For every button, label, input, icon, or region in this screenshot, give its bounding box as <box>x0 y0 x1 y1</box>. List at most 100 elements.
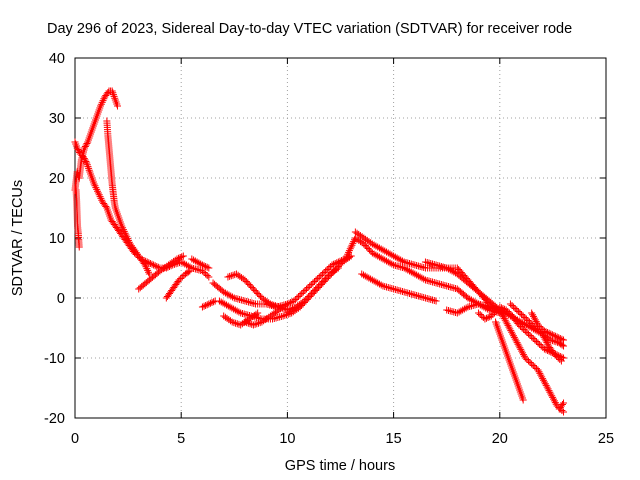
series-arc-q <box>443 300 504 317</box>
data-point <box>526 332 534 339</box>
data-point <box>504 321 512 329</box>
data-point <box>519 396 527 404</box>
data-point <box>418 274 426 282</box>
data-point <box>84 163 92 171</box>
data-point <box>244 319 252 327</box>
data-point <box>186 267 194 275</box>
data-point <box>360 271 368 279</box>
data-point <box>314 275 322 282</box>
data-point <box>553 353 561 360</box>
data-point <box>502 306 510 314</box>
data-point <box>141 261 149 269</box>
series-arc-w <box>555 399 568 413</box>
data-point <box>526 318 534 326</box>
data-point <box>536 341 544 348</box>
data-point <box>478 302 486 310</box>
data-point <box>476 301 484 309</box>
data-point <box>383 257 391 265</box>
series-arc-h <box>198 297 219 311</box>
data-point <box>534 326 542 333</box>
data-point <box>322 267 330 275</box>
data-point <box>482 304 490 312</box>
data-point <box>501 316 509 324</box>
series-arc-x <box>475 306 502 323</box>
data-point <box>505 323 513 331</box>
data-point <box>551 351 559 359</box>
data-point <box>555 334 563 342</box>
data-point <box>81 156 89 164</box>
data-point <box>205 300 213 308</box>
data-point <box>483 314 491 322</box>
data-point <box>317 272 325 279</box>
data-point <box>281 311 289 319</box>
data-point <box>490 309 498 317</box>
data-point <box>252 310 260 318</box>
data-point <box>556 356 564 363</box>
data-point <box>343 252 351 260</box>
data-point <box>235 320 243 328</box>
data-point <box>173 255 181 263</box>
series-arc-i <box>209 252 355 311</box>
data-point <box>502 318 510 326</box>
data-point <box>198 261 206 269</box>
data-point <box>270 301 278 309</box>
data-point <box>265 299 273 307</box>
data-point <box>144 268 152 276</box>
data-point <box>153 263 161 270</box>
data-point <box>124 235 132 243</box>
data-point <box>200 269 208 276</box>
data-point <box>291 296 299 303</box>
data-point <box>83 140 91 147</box>
data-point <box>94 187 102 195</box>
data-point <box>193 258 201 266</box>
y-tick-label: 30 <box>49 111 65 127</box>
data-point <box>365 274 373 282</box>
data-point <box>499 305 507 312</box>
data-point <box>191 257 199 265</box>
data-point <box>184 262 192 270</box>
data-point <box>225 291 233 299</box>
data-point <box>221 300 229 308</box>
data-point <box>183 261 191 269</box>
data-point <box>544 385 552 393</box>
data-point <box>537 371 545 379</box>
data-point <box>293 294 301 302</box>
data-point <box>210 298 218 306</box>
data-point <box>370 277 378 285</box>
data-point <box>542 346 550 354</box>
data-point <box>377 245 385 253</box>
data-point <box>349 239 357 247</box>
y-tick-label: -10 <box>44 351 65 367</box>
series-arc-e <box>135 252 187 293</box>
data-point <box>231 271 239 279</box>
data-point <box>109 91 117 99</box>
data-point <box>181 260 189 268</box>
data-point <box>368 240 376 248</box>
data-point <box>179 259 187 267</box>
data-point <box>516 309 524 317</box>
data-points <box>71 87 568 416</box>
data-point <box>202 302 210 309</box>
data-point <box>381 256 389 264</box>
data-point <box>494 306 502 314</box>
data-point <box>375 244 383 252</box>
data-point <box>480 303 488 311</box>
data-point <box>542 381 550 389</box>
data-point <box>99 97 107 105</box>
data-point <box>299 288 307 296</box>
data-point <box>73 144 81 152</box>
y-tick-label: 20 <box>49 171 65 187</box>
series-arc-m <box>241 300 291 329</box>
data-point <box>384 249 392 257</box>
data-point <box>249 321 257 329</box>
data-point <box>432 297 440 305</box>
data-point <box>462 304 470 312</box>
data-point <box>420 275 428 283</box>
data-point <box>487 312 495 320</box>
data-point <box>416 273 424 281</box>
data-point <box>374 252 382 260</box>
data-point <box>541 380 549 388</box>
data-point <box>530 314 538 322</box>
data-point <box>411 270 419 278</box>
data-point <box>150 261 158 269</box>
